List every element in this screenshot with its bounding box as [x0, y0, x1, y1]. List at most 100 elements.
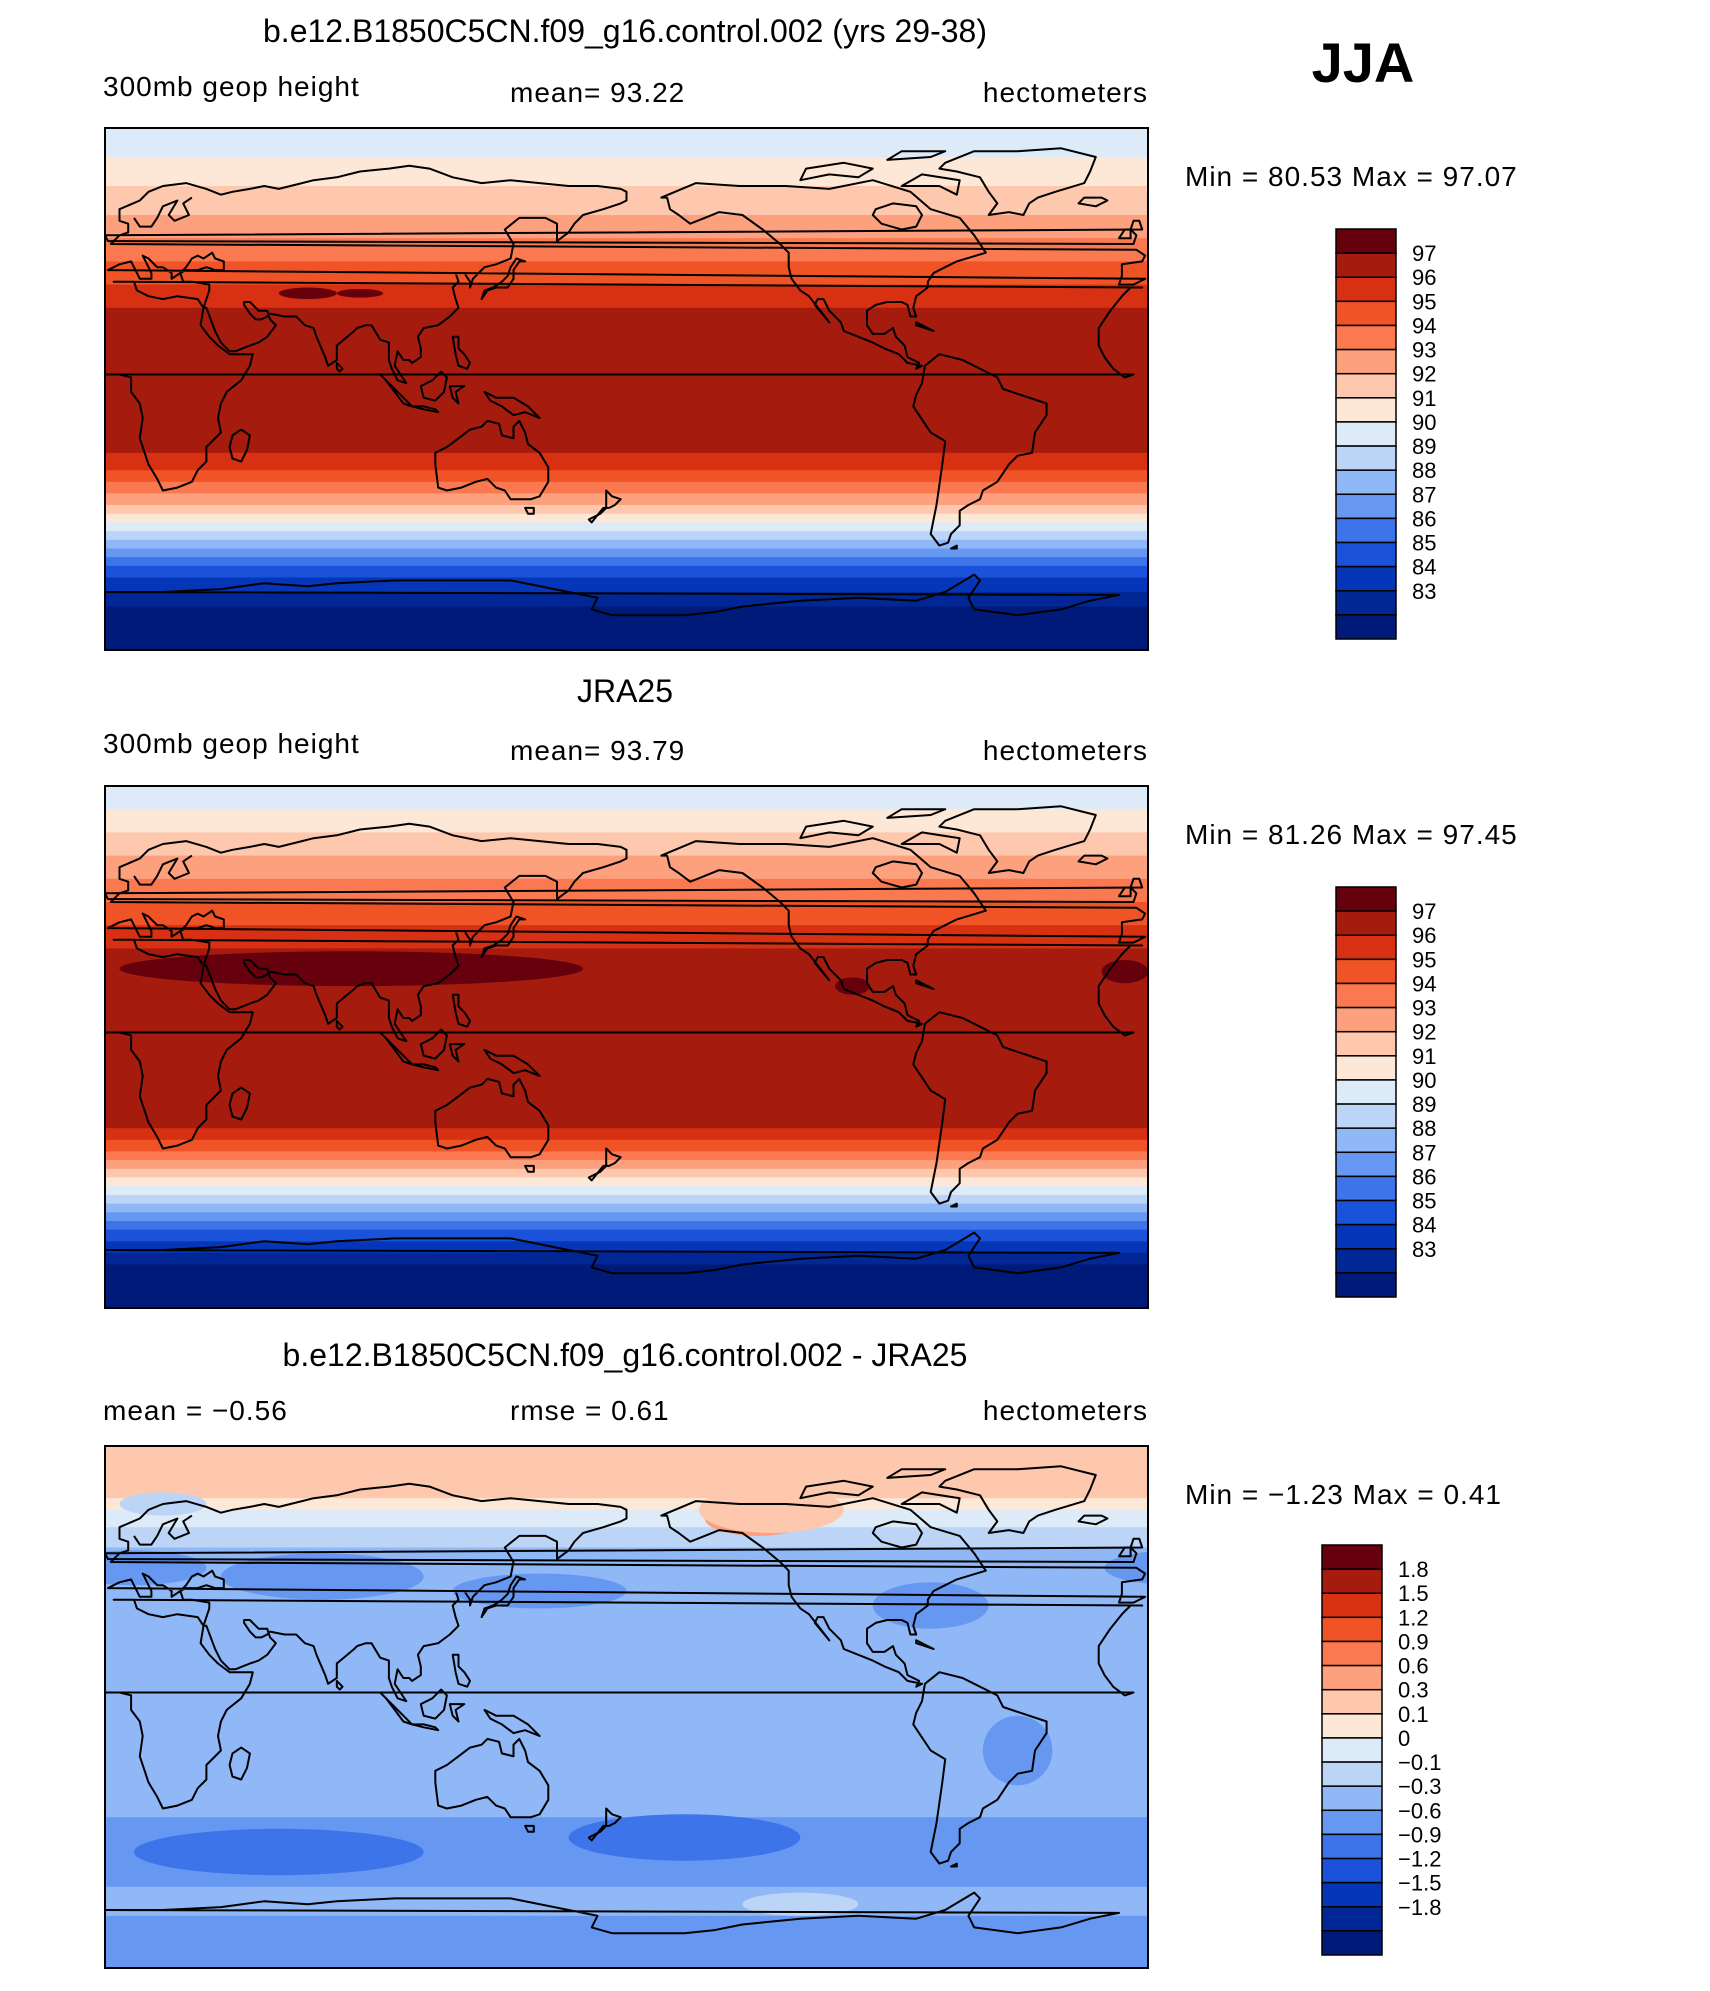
colorbar-tick-label: 84 — [1412, 1213, 1436, 1238]
colorbar-swatch — [1335, 300, 1397, 327]
colorbar-tick-label: 85 — [1412, 1189, 1436, 1214]
colorbar-tick-label: 0.6 — [1398, 1654, 1429, 1679]
colorbar-tick-label: 0.9 — [1398, 1629, 1429, 1654]
colorbar-swatch — [1321, 1568, 1383, 1594]
field-band — [105, 1139, 1148, 1152]
coastlines — [105, 147, 1147, 617]
variable-label: 300mb geop height — [103, 728, 360, 759]
field-band — [105, 1229, 1148, 1242]
colorbar-tick-label: 91 — [1412, 386, 1436, 411]
field-band — [105, 493, 1148, 506]
mean-label: mean = −0.56 — [103, 1395, 288, 1426]
colorbar-swatch — [1335, 397, 1397, 423]
colorbar-tick-label: 88 — [1412, 458, 1436, 483]
colorbar-swatch — [1335, 228, 1397, 254]
field-band — [105, 522, 1148, 532]
colorbar-swatch — [1335, 982, 1397, 1009]
field-anomaly — [59, 960, 105, 983]
colorbar-tick-label: 89 — [1412, 1092, 1436, 1117]
field-anomaly — [698, 1486, 844, 1534]
field-anomaly — [220, 1553, 424, 1600]
colorbar-swatch — [1321, 1640, 1383, 1667]
units-label: hectometers — [983, 735, 1148, 766]
panel-title: b.e12.B1850C5CN.f09_g16.control.002 (yrs… — [263, 13, 987, 49]
field-band — [105, 832, 1148, 857]
field-band — [105, 606, 1148, 650]
field-anomaly — [1496, 1574, 1670, 1609]
variable-label: 300mb geop height — [103, 71, 360, 102]
field-band — [105, 1177, 1148, 1187]
colorbar-swatch — [1335, 1199, 1397, 1226]
colorbar-swatch — [1335, 614, 1397, 640]
colorbar-swatch — [1335, 348, 1397, 375]
colorbar-swatch — [1335, 1006, 1397, 1033]
colorbar-swatch — [1321, 1616, 1383, 1643]
colorbar-tick-label: −0.9 — [1398, 1822, 1441, 1847]
colorbar-tick-label: 92 — [1412, 1020, 1436, 1045]
colorbar-swatch — [1321, 1809, 1383, 1836]
field-band — [105, 539, 1148, 550]
colorbar-tick-label: −1.8 — [1398, 1895, 1441, 1920]
colorbar-swatch — [1321, 1664, 1383, 1691]
colorbar-tick-label: 90 — [1412, 410, 1436, 435]
field-band — [105, 1498, 1148, 1511]
map-difference — [0, 1445, 1710, 1969]
field-band — [105, 1194, 1148, 1205]
field-anomaly — [0, 1716, 9, 1786]
colorbar-swatch — [1335, 421, 1397, 447]
field-band — [105, 548, 1148, 558]
colorbar-swatch — [1321, 1592, 1383, 1619]
panel-observation: JRA25 300mb geop height mean= 93.79 hect… — [59, 673, 1517, 1309]
colorbar-swatch — [1321, 1761, 1383, 1787]
colorbar-swatch — [1335, 252, 1397, 278]
colorbar-tick-label: 87 — [1412, 482, 1436, 507]
colorbar-swatch — [1335, 1248, 1397, 1274]
colorbar-tick-label: 1.8 — [1398, 1557, 1429, 1582]
field-band — [105, 1221, 1148, 1231]
colorbar-tick-label: 90 — [1412, 1068, 1436, 1093]
field-band — [105, 592, 1148, 608]
colorbar-swatch — [1321, 1785, 1383, 1812]
field-band — [105, 1794, 1148, 1818]
colorbar-tick-label: −0.3 — [1398, 1774, 1441, 1799]
field-band — [105, 513, 1148, 523]
colorbar-tick-label: −1.5 — [1398, 1871, 1441, 1896]
field-anomaly — [982, 1715, 1053, 1786]
colorbar-tick-label: 96 — [1412, 923, 1436, 948]
field-band — [105, 1168, 1148, 1179]
field-band — [105, 1151, 1148, 1161]
field-band — [105, 557, 1148, 567]
field-band — [105, 481, 1148, 494]
colorbar-swatch — [1335, 1055, 1397, 1081]
colorbar-swatch — [1321, 1688, 1383, 1715]
colorbar-swatch — [1335, 1103, 1397, 1129]
panel-difference: b.e12.B1850C5CN.f09_g16.control.002 - JR… — [0, 1337, 1710, 1969]
colorbar-tick-label: 95 — [1412, 947, 1436, 972]
field-anomaly — [1612, 1814, 1710, 1860]
colorbar-tick-label: 1.5 — [1398, 1581, 1429, 1606]
min-max-label: Min = 80.53 Max = 97.07 — [1185, 161, 1518, 192]
colorbar-swatch — [1321, 1833, 1383, 1860]
field-anomaly — [742, 1892, 859, 1916]
colorbar-swatch — [1335, 565, 1397, 592]
field-band — [105, 284, 1148, 309]
field-band — [105, 1264, 1148, 1308]
colorbar-swatch — [1335, 276, 1397, 303]
field-band — [105, 786, 1148, 810]
map-observation — [59, 785, 1149, 1309]
field-band — [105, 307, 1148, 434]
colorbar-swatch — [1335, 886, 1397, 912]
colorbar-swatch — [1335, 1223, 1397, 1250]
colorbar-tick-label: 86 — [1412, 1164, 1436, 1189]
colorbar-swatch — [1335, 541, 1397, 568]
panel-title: b.e12.B1850C5CN.f09_g16.control.002 - JR… — [283, 1337, 968, 1373]
map-frame — [104, 1445, 1149, 1969]
panel-title: JRA25 — [577, 673, 673, 709]
field-band — [105, 1160, 1148, 1170]
field-band — [105, 902, 1148, 926]
colorbar-tick-label: 95 — [1412, 289, 1436, 314]
field-band — [105, 452, 1148, 471]
field-anomaly — [336, 288, 384, 298]
colorbar-tick-label: −0.6 — [1398, 1798, 1441, 1823]
